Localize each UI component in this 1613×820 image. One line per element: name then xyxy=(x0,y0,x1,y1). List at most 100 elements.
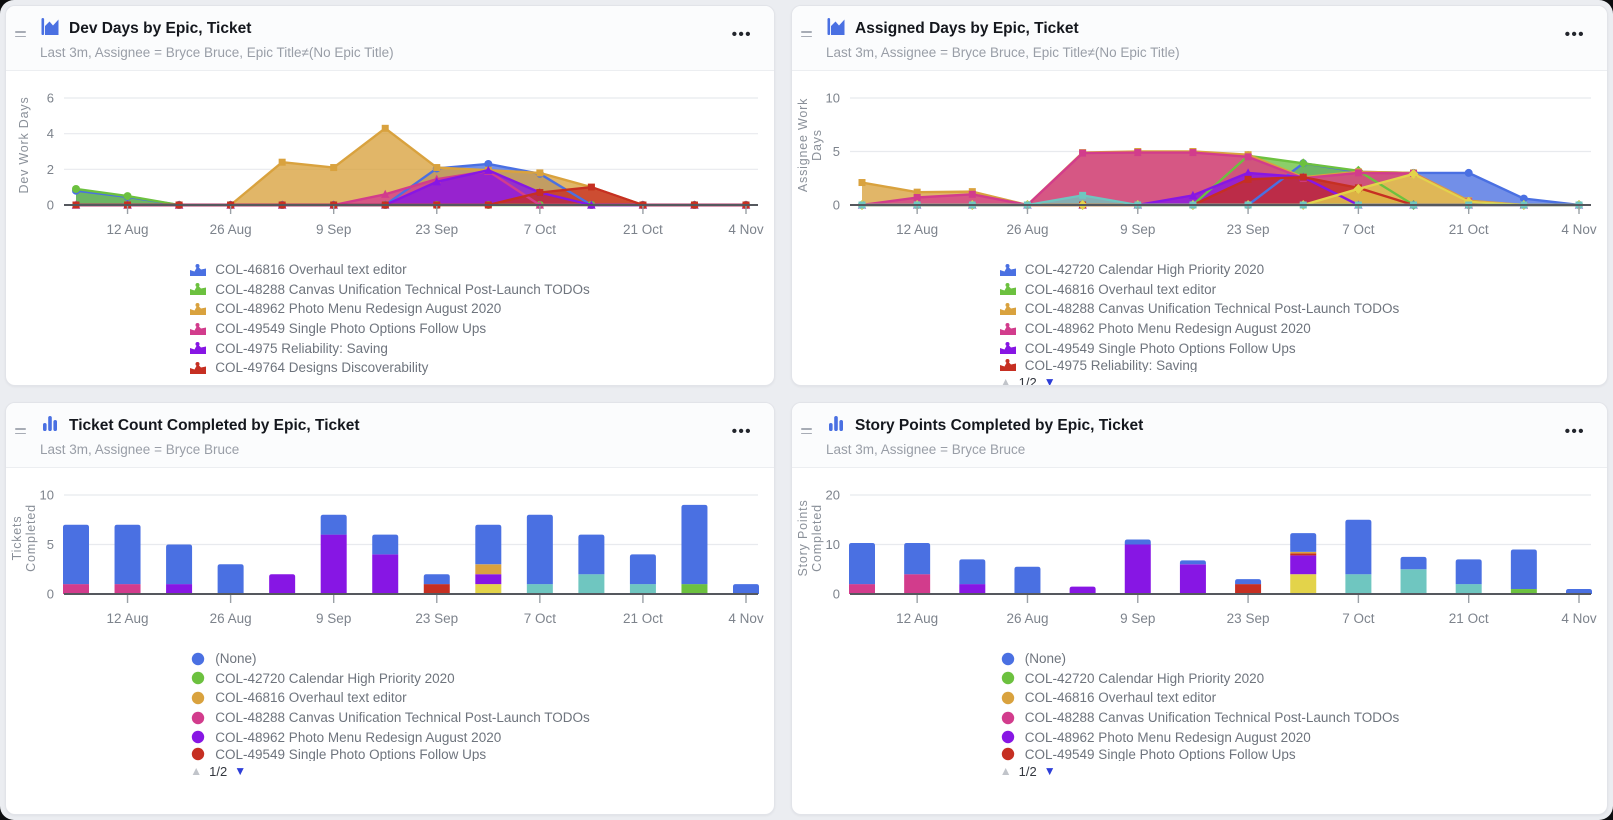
page-down-icon[interactable]: ▼ xyxy=(1043,375,1056,386)
legend-label: COL-48288 Canvas Unification Technical P… xyxy=(1024,710,1400,726)
legend-swatch-icon xyxy=(999,282,1016,296)
more-menu-button[interactable]: ••• xyxy=(731,26,752,43)
svg-text:10: 10 xyxy=(826,537,840,552)
drag-handle-icon[interactable] xyxy=(801,428,812,438)
legend-label: COL-49549 Single Photo Options Follow Up… xyxy=(1024,340,1296,356)
legend-item[interactable]: COL-46816 Overhaul text editor xyxy=(190,260,589,280)
legend-label: COL-42720 Calendar High Priority 2020 xyxy=(1024,262,1265,278)
legend-swatch-icon xyxy=(1000,671,1016,685)
page-indicator: 1/2 xyxy=(1018,374,1037,386)
legend-item[interactable]: COL-4975 Reliability: Saving xyxy=(999,357,1399,372)
bar-chart-icon xyxy=(826,414,846,438)
legend-swatch-icon xyxy=(190,282,207,296)
page-down-icon[interactable]: ▼ xyxy=(1043,764,1056,779)
svg-text:9 Sep: 9 Sep xyxy=(316,222,351,237)
legend-item[interactable]: COL-46816 Overhaul text editor xyxy=(999,280,1399,300)
legend-item[interactable]: COL-46816 Overhaul text editor xyxy=(1000,688,1399,708)
area-chart-icon xyxy=(826,17,846,41)
drag-handle-icon[interactable] xyxy=(801,31,812,41)
svg-text:5: 5 xyxy=(47,537,54,552)
svg-text:7 Oct: 7 Oct xyxy=(1342,222,1375,237)
legend-item[interactable]: COL-48288 Canvas Unification Technical P… xyxy=(190,708,590,728)
svg-text:21 Oct: 21 Oct xyxy=(1449,611,1489,626)
svg-text:Completed: Completed xyxy=(24,504,38,572)
legend-item[interactable]: COL-48962 Photo Menu Redesign August 202… xyxy=(1000,727,1399,747)
legend-item[interactable]: (None) xyxy=(1000,649,1399,669)
svg-text:23 Sep: 23 Sep xyxy=(1227,611,1270,626)
svg-text:Story Points: Story Points xyxy=(796,500,810,577)
more-menu-button[interactable]: ••• xyxy=(1564,423,1585,440)
page-up-icon[interactable]: ▲ xyxy=(999,764,1012,779)
card-subtitle: Last 3m, Assignee = Bryce Bruce, Epic Ti… xyxy=(40,45,394,60)
svg-text:26 Aug: 26 Aug xyxy=(210,611,252,626)
chart-legend: (None) COL-42720 Calendar High Priority 2… xyxy=(1000,649,1399,779)
legend-swatch-icon xyxy=(999,341,1016,355)
drag-handle-icon[interactable] xyxy=(15,31,26,41)
legend-item[interactable]: COL-49549 Single Photo Options Follow Up… xyxy=(999,338,1399,358)
chart-legend: COL-46816 Overhaul text editor COL-48288 … xyxy=(190,260,590,378)
bar-chart-icon xyxy=(40,414,60,438)
legend-swatch-icon xyxy=(1000,747,1016,761)
svg-text:Tickets: Tickets xyxy=(10,516,24,561)
svg-text:5: 5 xyxy=(833,144,840,159)
legend-item[interactable]: COL-46816 Overhaul text editor xyxy=(190,688,589,708)
svg-text:4 Nov: 4 Nov xyxy=(1561,222,1597,237)
card-ticket-count: Ticket Count Completed by Epic, Ticket L… xyxy=(5,402,775,815)
svg-text:9 Sep: 9 Sep xyxy=(1120,611,1155,626)
legend-swatch-icon xyxy=(190,730,206,744)
legend-item[interactable]: COL-48288 Canvas Unification Technical P… xyxy=(190,280,590,300)
svg-text:4 Nov: 4 Nov xyxy=(1561,611,1597,626)
legend-item[interactable]: COL-48962 Photo Menu Redesign August 202… xyxy=(999,319,1399,339)
legend-item[interactable]: COL-49549 Single Photo Options Follow Up… xyxy=(190,319,589,339)
more-menu-button[interactable]: ••• xyxy=(1564,26,1585,43)
legend-swatch-icon xyxy=(190,747,206,761)
legend-item[interactable]: (None) xyxy=(190,649,589,669)
drag-handle-icon[interactable] xyxy=(15,428,26,438)
legend-label: COL-42720 Calendar High Priority 2020 xyxy=(215,670,455,686)
legend-item[interactable]: COL-42720 Calendar High Priority 2020 xyxy=(999,260,1399,280)
card-subtitle: Last 3m, Assignee = Bryce Bruce xyxy=(826,442,1026,457)
svg-text:21 Oct: 21 Oct xyxy=(623,611,663,626)
legend-label: COL-48962 Photo Menu Redesign August 202… xyxy=(1024,321,1311,337)
svg-text:0: 0 xyxy=(47,587,54,602)
legend-item[interactable]: COL-42720 Calendar High Priority 2020 xyxy=(1000,669,1399,689)
legend-swatch-icon xyxy=(999,302,1016,316)
card-title: Story Points Completed by Epic, Ticket xyxy=(855,417,1144,434)
svg-text:20: 20 xyxy=(826,488,840,503)
svg-text:23 Sep: 23 Sep xyxy=(1227,222,1270,237)
svg-text:12 Aug: 12 Aug xyxy=(107,611,149,626)
more-menu-button[interactable]: ••• xyxy=(731,423,752,440)
svg-text:0: 0 xyxy=(833,198,840,213)
page-down-icon[interactable]: ▼ xyxy=(234,764,247,779)
legend-item[interactable]: COL-48962 Photo Menu Redesign August 202… xyxy=(190,727,589,747)
page-indicator: 1/2 xyxy=(209,763,228,779)
page-up-icon[interactable]: ▲ xyxy=(999,375,1012,386)
legend-label: COL-4975 Reliability: Saving xyxy=(1024,357,1198,372)
legend-pagination: ▲ 1/2 ▼ xyxy=(1000,764,1399,779)
legend-item[interactable]: COL-48288 Canvas Unification Technical P… xyxy=(999,299,1399,319)
legend-item[interactable]: COL-49549 Single Photo Options Follow Up… xyxy=(190,747,589,761)
legend-label: COL-49549 Single Photo Options Follow Up… xyxy=(215,746,487,761)
legend-label: COL-4975 Reliability: Saving xyxy=(215,340,388,356)
svg-text:9 Sep: 9 Sep xyxy=(316,611,351,626)
svg-text:9 Sep: 9 Sep xyxy=(1120,222,1155,237)
legend-swatch-icon xyxy=(190,361,207,375)
svg-text:23 Sep: 23 Sep xyxy=(415,611,458,626)
legend-item[interactable]: COL-49764 Designs Discoverability xyxy=(190,358,589,378)
legend-swatch-icon xyxy=(190,263,207,277)
svg-text:12 Aug: 12 Aug xyxy=(107,222,149,237)
legend-item[interactable]: COL-48288 Canvas Unification Technical P… xyxy=(1000,708,1399,728)
legend-item[interactable]: COL-49549 Single Photo Options Follow Up… xyxy=(1000,747,1399,761)
legend-item[interactable]: COL-48962 Photo Menu Redesign August 202… xyxy=(190,299,589,319)
svg-text:10: 10 xyxy=(826,91,840,106)
legend-swatch-icon xyxy=(190,711,206,725)
svg-text:4 Nov: 4 Nov xyxy=(728,611,764,626)
legend-swatch-icon xyxy=(1000,652,1016,666)
page-up-icon[interactable]: ▲ xyxy=(190,764,203,779)
legend-item[interactable]: COL-42720 Calendar High Priority 2020 xyxy=(190,669,589,689)
legend-swatch-icon xyxy=(190,652,206,666)
card-story-points: Story Points Completed by Epic, Ticket L… xyxy=(791,402,1608,815)
svg-text:26 Aug: 26 Aug xyxy=(1006,222,1048,237)
legend-item[interactable]: COL-4975 Reliability: Saving xyxy=(190,338,589,358)
legend-label: COL-48288 Canvas Unification Technical P… xyxy=(215,281,590,297)
